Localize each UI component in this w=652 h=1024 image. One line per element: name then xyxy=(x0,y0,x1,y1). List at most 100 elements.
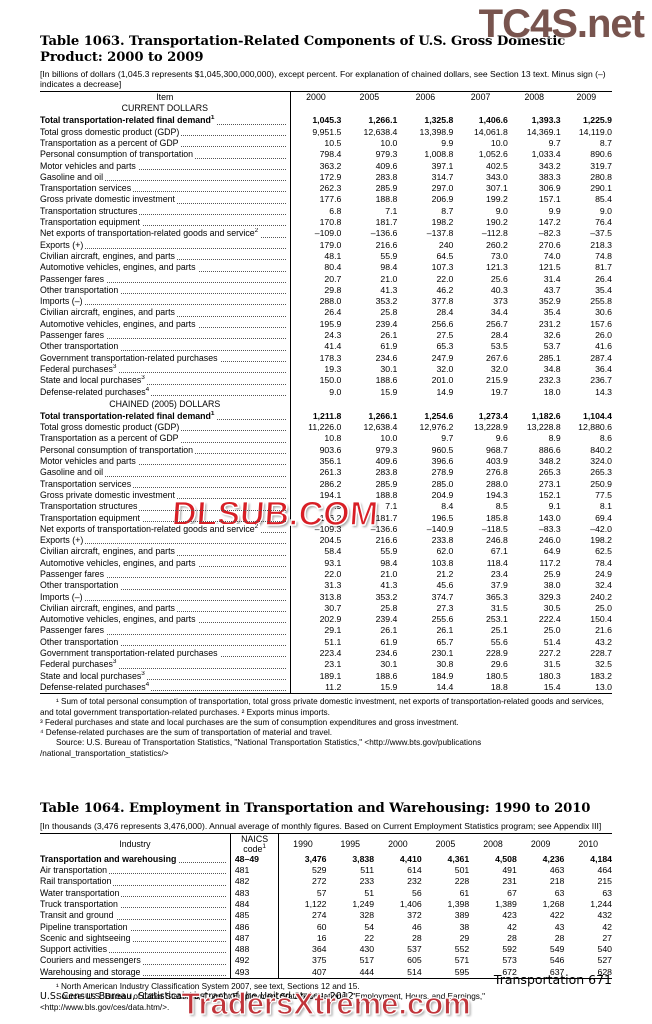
leader-dots xyxy=(40,952,226,954)
data-cell: 265.3 xyxy=(590,467,612,478)
row-label: Civilian aircraft, engines, and parts xyxy=(40,602,290,614)
data-cell: 288.0 xyxy=(486,478,508,489)
data-cell: 432 xyxy=(597,910,613,921)
data-cell: –136.6 xyxy=(370,523,398,534)
data-cell: 184.9 xyxy=(431,670,454,681)
data-cell: 55.9 xyxy=(380,250,398,261)
data-cell: 407 xyxy=(278,966,327,979)
data-cell: 48.1 xyxy=(289,250,342,263)
data-cell: 204.5 xyxy=(289,535,342,547)
data-cell: 51 xyxy=(364,887,375,898)
data-cell: 14.4 xyxy=(436,681,454,692)
data-cell: 9.7 xyxy=(441,433,454,444)
data-cell: 246.0 xyxy=(538,535,561,546)
leader-dots xyxy=(40,464,286,466)
leader-dots xyxy=(40,293,286,295)
data-cell: 73.0 xyxy=(490,250,508,261)
data-cell: 353.2 xyxy=(375,296,398,307)
data-cell: 9.9 xyxy=(548,205,561,216)
data-cell: 11.2 xyxy=(289,681,342,694)
table-row: Civilian aircraft, engines, and parts 48.… xyxy=(40,250,612,263)
data-cell: –112.8 xyxy=(481,228,508,239)
table-row: Automotive vehicles, engines, and parts 9… xyxy=(40,557,612,569)
data-cell: 595 xyxy=(454,966,470,977)
col-header-2006: 2006 xyxy=(415,92,436,103)
data-cell: 4,236 xyxy=(542,853,565,864)
data-cell: 23.4 xyxy=(490,568,508,579)
data-cell: 232.3 xyxy=(538,375,561,386)
data-cell: 26.1 xyxy=(436,625,454,636)
table-row: Gasoline and oil 172.9 283.8 314.7 343.0 383.… xyxy=(40,171,612,184)
data-cell: 540 xyxy=(597,944,613,955)
data-cell: 22 xyxy=(364,932,375,943)
row-label: Other transportation xyxy=(40,341,290,352)
data-cell: 14.3 xyxy=(595,386,612,397)
data-cell: 152.1 xyxy=(538,489,561,500)
data-cell: 255.8 xyxy=(590,296,612,307)
data-cell: 21.2 xyxy=(436,568,454,579)
footnote-marker: 3 xyxy=(141,375,145,382)
data-cell: 218.3 xyxy=(590,239,612,250)
page-footer: Transportation 671 U.S. Census Bureau, S… xyxy=(40,972,612,1002)
row-label: Total gross domestic product (GDP) xyxy=(40,422,290,433)
data-cell: 12,638.4 xyxy=(363,126,398,137)
row-label: Other transportation xyxy=(40,284,290,296)
data-cell: 15.4 xyxy=(543,681,561,692)
data-cell: 8.5 xyxy=(495,501,508,512)
data-cell: 30.1 xyxy=(380,363,398,374)
data-cell: 22.0 xyxy=(289,568,342,581)
data-cell: –37.5 xyxy=(590,228,612,239)
data-cell: 329.3 xyxy=(538,591,561,602)
data-cell: 1,268 xyxy=(542,898,565,909)
data-cell: 38 xyxy=(459,921,470,932)
data-cell: 1,104.4 xyxy=(583,410,612,421)
table-row: Total transportation-related final deman… xyxy=(40,410,612,423)
row-label: Air transportation xyxy=(40,865,230,876)
footnote: ¹ Sum of total personal consumption of t… xyxy=(40,697,604,717)
data-cell: 979.3 xyxy=(375,149,398,160)
leader-dots xyxy=(40,577,286,579)
data-cell: 30.8 xyxy=(436,659,454,670)
data-cell: 150.0 xyxy=(289,375,342,387)
leader-dots xyxy=(40,372,286,374)
data-cell: 8.7 xyxy=(441,205,454,216)
table-row: Personal consumption of transportation 90… xyxy=(40,444,612,457)
col-header-2010-emp: 2010 xyxy=(578,838,598,849)
footnote-marker: 1 xyxy=(210,115,215,122)
leader-dots xyxy=(40,509,286,511)
data-cell: 307.1 xyxy=(486,183,508,194)
data-cell: 25.0 xyxy=(595,602,612,613)
data-cell: 285.1 xyxy=(538,352,561,363)
data-cell: 147.2 xyxy=(538,217,561,228)
data-cell: 40.3 xyxy=(490,284,508,295)
row-label: Government transportation-related purcha… xyxy=(40,352,290,364)
data-cell: 840.2 xyxy=(590,444,612,455)
data-cell: 628 xyxy=(597,966,613,977)
data-cell: 31.3 xyxy=(289,580,342,592)
data-cell: 194.3 xyxy=(486,489,508,500)
data-cell: 188.6 xyxy=(375,375,398,386)
data-cell: 10.0 xyxy=(380,138,398,148)
data-cell: 223.4 xyxy=(289,648,342,660)
data-cell: 228.7 xyxy=(590,648,612,659)
naics-code-cell: 493 xyxy=(229,966,279,979)
data-cell: 20.7 xyxy=(289,273,342,285)
data-cell: 261.3 xyxy=(289,467,342,479)
data-cell: 215 xyxy=(597,876,613,887)
row-label: Transit and ground xyxy=(40,910,230,921)
row-label: Gasoline and oil xyxy=(40,171,290,183)
data-cell: 9.1 xyxy=(548,501,561,512)
data-cell: 74.8 xyxy=(595,250,612,261)
data-cell: 231 xyxy=(502,876,517,887)
page-section-label: Transportation 671 xyxy=(493,972,612,987)
data-cell: 10.8 xyxy=(289,433,342,445)
col-header-2007: 2007 xyxy=(470,92,491,103)
data-cell: 422 xyxy=(549,910,565,921)
data-cell: 343.0 xyxy=(486,171,508,182)
table-row: Defense-related purchases4 9.0 15.9 14.9 19.… xyxy=(40,386,612,398)
leader-dots xyxy=(40,929,226,931)
table-row: Transportation structures 6.8 7.1 8.7 9.0 9.9… xyxy=(40,205,612,218)
table-row: Motor vehicles and parts 363.2 409.6 397.1 4… xyxy=(40,160,612,172)
table-row: Pipeline transportation 486 60 54 46 38 42 43 42 xyxy=(40,921,612,933)
data-cell: 63 xyxy=(554,887,565,898)
